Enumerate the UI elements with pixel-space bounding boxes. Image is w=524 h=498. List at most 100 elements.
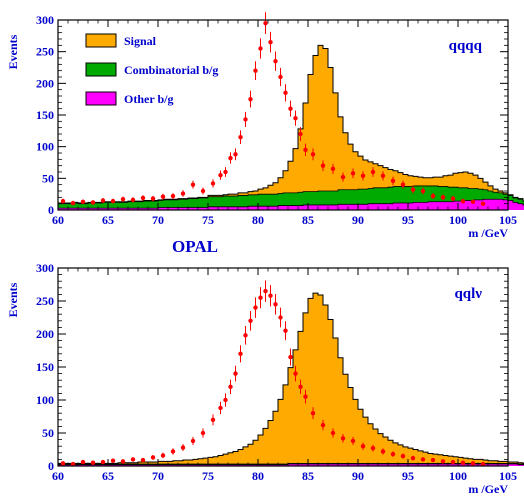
data-point (450, 459, 456, 465)
data-point (440, 459, 446, 464)
data-point (320, 422, 326, 428)
data-point (480, 201, 486, 206)
data-point (440, 195, 446, 200)
data-point (268, 293, 273, 298)
data-point (460, 198, 466, 204)
x-tick-label: 65 (102, 469, 114, 483)
data-point (430, 457, 436, 463)
data-point (273, 302, 278, 307)
data-point (160, 194, 166, 199)
data-point (258, 295, 263, 300)
data-point (460, 460, 466, 465)
other-outline (57, 198, 524, 210)
data-point (90, 460, 96, 465)
data-point (248, 96, 253, 102)
qqqq-panel: 60 65 70 75 80 85 90 95 100 105 0 50 100 150 200 250 300… (6, 12, 524, 240)
data-point (303, 394, 308, 399)
signal-outline (57, 292, 524, 466)
data-point (380, 449, 386, 454)
data-point (233, 152, 238, 157)
data-point (140, 195, 146, 201)
data-point (80, 199, 86, 204)
data-point (130, 457, 136, 462)
data-point (370, 169, 376, 175)
x-tick-label: 85 (302, 469, 314, 483)
data-point (278, 74, 283, 80)
legend: Signal Combinatorial b/g Other b/g (85, 33, 218, 106)
data-point (330, 430, 336, 436)
data-point (283, 328, 288, 333)
x-tick-label: 100 (449, 469, 467, 483)
data-point (310, 152, 316, 157)
x-tick-label: 90 (352, 213, 364, 227)
data-point (190, 182, 196, 187)
y-axis-label: Events (6, 282, 20, 317)
y-tick-label: 300 (36, 261, 54, 275)
data-point (293, 371, 298, 376)
y-tick-label: 300 (36, 13, 54, 27)
data-point (360, 173, 366, 178)
data-point (233, 371, 238, 376)
data-point (470, 199, 476, 204)
data-point (200, 188, 206, 194)
data-point (278, 315, 283, 320)
data-point (90, 200, 96, 205)
data-point (238, 134, 243, 140)
data-point (150, 455, 156, 460)
data-point (243, 117, 248, 122)
data-point (150, 196, 156, 201)
data-point (170, 449, 176, 454)
y-tick-label: 150 (36, 108, 54, 122)
y-tick-label: 50 (42, 426, 54, 440)
data-point (268, 39, 273, 45)
data-point (70, 200, 76, 206)
signal-outline (57, 44, 524, 210)
x-tick-label: 85 (302, 213, 314, 227)
data-point (420, 188, 426, 194)
data-point (110, 198, 116, 204)
panel-title: qqqq (449, 38, 483, 54)
y-tick-label: 150 (36, 360, 54, 374)
data-point (170, 193, 176, 199)
data-point (110, 458, 116, 463)
x-tick-label: 80 (252, 213, 264, 227)
data-point (238, 351, 243, 356)
data-point (370, 445, 376, 451)
data-point (243, 333, 248, 338)
data-point (60, 461, 66, 466)
data-point (310, 411, 316, 416)
data-point (420, 457, 426, 462)
y-tick-label: 100 (36, 393, 54, 407)
data-point (340, 174, 346, 180)
x-tick-label: 70 (152, 213, 164, 227)
x-tick-label: 95 (402, 469, 414, 483)
data-point (298, 131, 303, 137)
data-point (380, 173, 386, 178)
data-point (140, 457, 146, 463)
data-point (70, 461, 76, 467)
data-point (283, 90, 288, 96)
x-axis-label: m /GeV (468, 482, 508, 496)
x-axis-label: m /GeV (468, 226, 508, 240)
data-point (360, 444, 366, 449)
legend-label-combinatorial: Combinatorial b/g (124, 63, 218, 77)
opal-label: OPAL (172, 237, 218, 256)
y-tick-label: 250 (36, 45, 54, 59)
y-tick-label: 0 (48, 459, 54, 473)
data-point (200, 430, 206, 436)
data-point (320, 163, 326, 168)
x-tick-label: 70 (152, 469, 164, 483)
data-point (298, 384, 303, 389)
data-point (390, 178, 396, 184)
x-tick-label: 60 (52, 213, 64, 227)
x-tick-label: 105 (499, 469, 517, 483)
data-point (190, 438, 196, 444)
data-point (80, 459, 86, 465)
y-tick-label: 200 (36, 327, 54, 341)
data-point (228, 155, 233, 161)
data-point (263, 20, 268, 26)
data-point (120, 197, 126, 202)
x-tick-label: 65 (102, 213, 114, 227)
data-point (273, 58, 278, 64)
